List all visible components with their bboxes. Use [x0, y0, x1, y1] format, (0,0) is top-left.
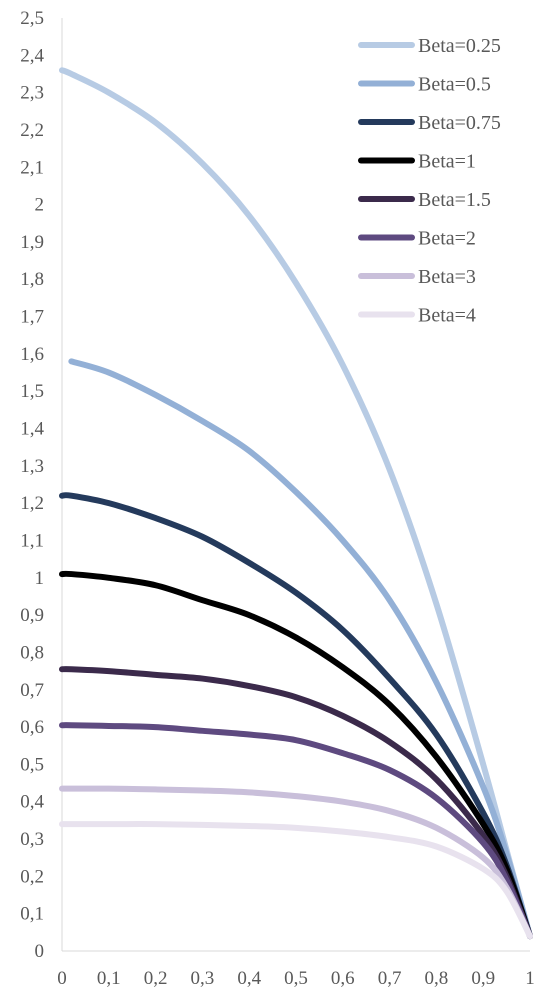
- x-tick-label: 0,3: [191, 968, 215, 989]
- y-tick-label: 2,3: [20, 83, 44, 104]
- y-tick-label: 1,3: [20, 456, 44, 477]
- legend-label: Beta=0.5: [418, 74, 491, 96]
- y-tick-label: 0,5: [20, 754, 44, 775]
- y-tick-label: 1,5: [20, 381, 44, 402]
- y-tick-label: 0,8: [20, 642, 44, 663]
- x-tick-label: 0,6: [331, 968, 355, 989]
- y-tick-label: 1,2: [20, 493, 44, 514]
- y-tick-label: 1,7: [20, 307, 44, 328]
- legend-label: Beta=3: [418, 266, 476, 288]
- y-tick-label: 0,6: [20, 717, 44, 738]
- y-tick-label: 0,3: [20, 829, 44, 850]
- y-tick-label: 0,2: [20, 866, 44, 887]
- series-line: [59, 821, 533, 940]
- y-tick-label: 1,8: [20, 269, 44, 290]
- legend-label: Beta=2: [418, 228, 476, 250]
- x-tick-label: 0,1: [97, 968, 121, 989]
- series-line: [59, 666, 533, 940]
- y-tick-label: 2,1: [20, 157, 44, 178]
- legend: Beta=0.25 Beta=0.5 Beta=0.75 Beta=1 Beta=1.5…: [358, 35, 501, 327]
- x-tick-label: 0,8: [425, 968, 449, 989]
- x-tick-label: 0,5: [284, 968, 308, 989]
- legend-label: Beta=0.75: [418, 112, 501, 134]
- legend-label: Beta=1: [418, 151, 476, 173]
- x-tick-label: 1: [525, 968, 534, 989]
- legend-label: Beta=0.25: [418, 35, 501, 57]
- series-line: [59, 570, 533, 940]
- series-line: [59, 67, 533, 940]
- series-line: [59, 492, 533, 940]
- series-line: [59, 722, 533, 940]
- y-tick-label: 0,1: [20, 904, 44, 925]
- y-tick-label: 2,4: [20, 45, 44, 66]
- x-tick-label: 0,2: [144, 968, 168, 989]
- y-tick-label: 1: [35, 568, 45, 589]
- y-axis-ticks: 0 0,1 0,2 0,3 0,4 0,5 0,6 0,7 0,8 0,9 1 1,1 1,2 1,3 1,…: [20, 8, 44, 962]
- y-tick-label: 1,6: [20, 344, 44, 365]
- y-tick-label: 1,4: [20, 419, 44, 440]
- legend-label: Beta=4: [418, 305, 476, 327]
- x-tick-label: 0,9: [471, 968, 495, 989]
- y-tick-label: 0: [35, 941, 45, 962]
- x-tick-label: 0: [57, 968, 67, 989]
- series-line: [68, 358, 533, 940]
- y-tick-label: 2,5: [20, 8, 44, 29]
- x-tick-label: 0,4: [237, 968, 261, 989]
- y-tick-label: 0,4: [20, 792, 44, 813]
- y-tick-label: 2,2: [20, 120, 44, 141]
- legend-label: Beta=1.5: [418, 189, 491, 211]
- series-layer: [59, 67, 533, 940]
- series-line: [59, 785, 533, 940]
- x-axis-ticks: 0 0,1 0,2 0,3 0,4 0,5 0,6 0,7 0,8 0,9 1: [57, 968, 534, 989]
- x-tick-label: 0,7: [378, 968, 402, 989]
- y-tick-label: 1,9: [20, 232, 44, 253]
- y-tick-label: 0,9: [20, 605, 44, 626]
- y-tick-label: 0,7: [20, 680, 44, 701]
- y-tick-label: 2: [35, 195, 45, 216]
- y-tick-label: 1,1: [20, 530, 44, 551]
